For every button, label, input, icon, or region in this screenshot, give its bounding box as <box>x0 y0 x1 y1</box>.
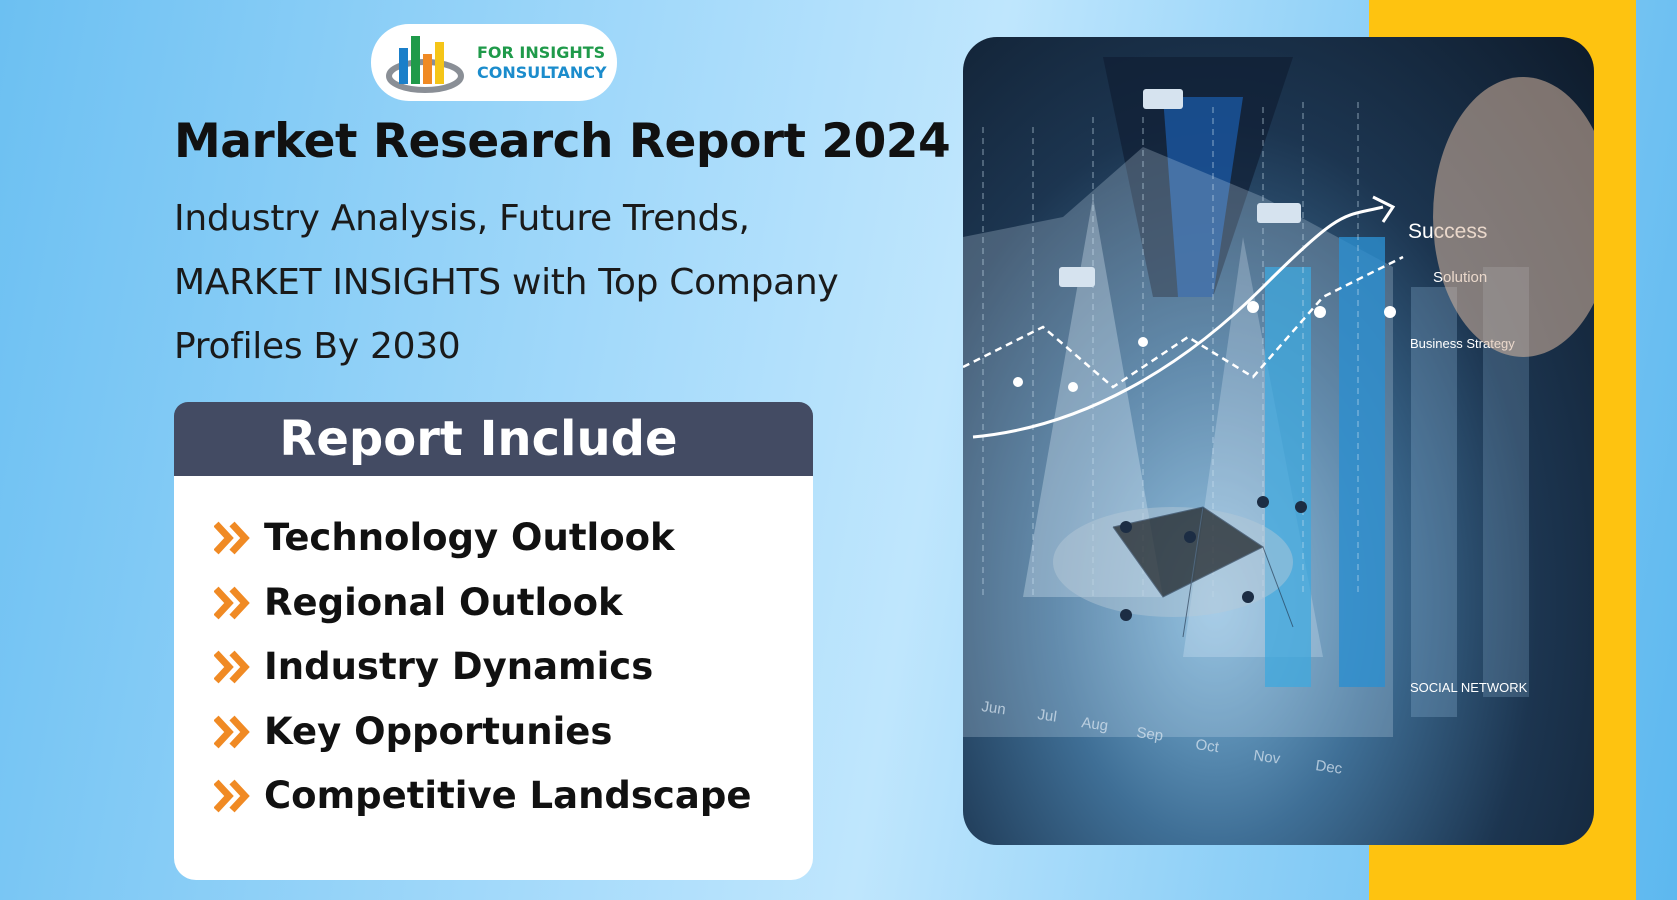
item-label: Competitive Landscape <box>264 774 752 817</box>
subtitle-line-3: Profiles By 2030 <box>174 326 461 367</box>
report-include-heading: Report Include <box>174 402 813 476</box>
month-label: Sep <box>1135 724 1164 745</box>
social-network-label: SOCIAL NETWORK <box>1410 680 1528 695</box>
report-include-list: Technology Outlook Regional Outlook Indu… <box>174 476 813 880</box>
list-item: Competitive Landscape <box>214 774 751 817</box>
brand-line2: CONSULTANCY <box>477 62 607 82</box>
item-label: Industry Dynamics <box>264 645 654 688</box>
month-label: Aug <box>1080 714 1109 735</box>
month-label: Dec <box>1314 757 1343 778</box>
item-label: Technology Outlook <box>264 516 675 559</box>
brand-logo: FOR INSIGHTS CONSULTANCY <box>371 24 617 101</box>
double-chevron-icon <box>214 715 250 748</box>
item-label: Key Opportunies <box>264 710 613 753</box>
business-analytics-photo: Success Solution Business Strategy SOCIA… <box>963 37 1594 845</box>
month-label: Oct <box>1194 736 1220 756</box>
list-item: Regional Outlook <box>214 581 623 624</box>
page-title: Market Research Report 2024 <box>174 114 951 169</box>
list-item: Technology Outlook <box>214 516 675 559</box>
month-label: Nov <box>1252 747 1281 768</box>
chart-overlay-graphic: Success Solution Business Strategy SOCIA… <box>963 57 1594 778</box>
double-chevron-icon <box>214 779 250 812</box>
list-item: Industry Dynamics <box>214 645 653 688</box>
item-label: Regional Outlook <box>264 581 623 624</box>
bar-chart-logo-icon <box>386 35 464 93</box>
subtitle-line-2: MARKET INSIGHTS with Top Company <box>174 262 839 303</box>
month-label: Jun <box>980 698 1006 718</box>
month-label: Jul <box>1036 706 1057 726</box>
list-item: Key Opportunies <box>214 710 612 753</box>
double-chevron-icon <box>214 521 250 554</box>
brand-line1: FOR INSIGHTS <box>477 42 606 62</box>
double-chevron-icon <box>214 586 250 619</box>
subtitle-line-1: Industry Analysis, Future Trends, <box>174 198 750 239</box>
double-chevron-icon <box>214 650 250 683</box>
